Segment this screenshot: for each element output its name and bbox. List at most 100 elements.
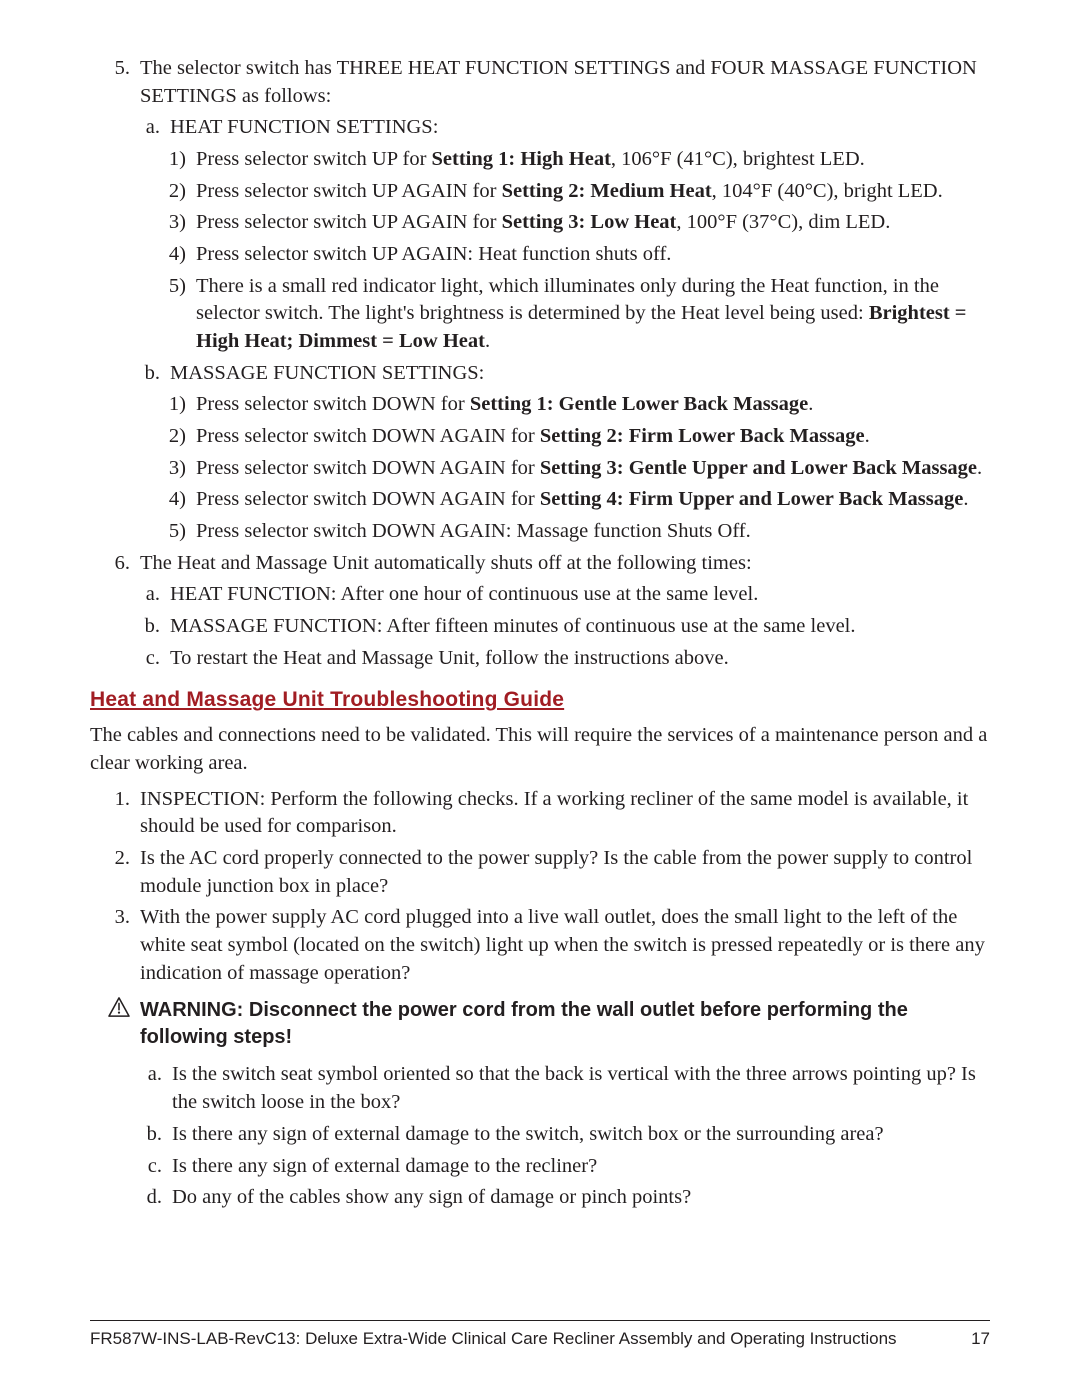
list-item: 3) Press selector switch UP AGAIN for Se… (90, 209, 990, 237)
list-marker: b. (90, 360, 170, 388)
list-marker: b. (90, 613, 170, 641)
list-text: There is a small red indicator light, wh… (196, 273, 990, 356)
list-text: Press selector switch DOWN AGAIN for Set… (196, 486, 990, 514)
checks-list: a. Is the switch seat symbol oriented so… (90, 1061, 990, 1211)
text-post: . (865, 425, 870, 447)
list-item: c. Is there any sign of external damage … (90, 1153, 990, 1181)
list-marker: 1) (90, 391, 196, 419)
list-marker: 5) (90, 518, 196, 546)
list-text: MASSAGE FUNCTION: After fifteen minutes … (170, 613, 990, 641)
list-marker: a. (90, 581, 170, 609)
list-item: 2) Press selector switch DOWN AGAIN for … (90, 423, 990, 451)
list-marker: c. (90, 1153, 172, 1181)
list-marker: 5. (90, 55, 140, 83)
text-bold: Setting 2: Medium Heat (502, 180, 712, 202)
list-text: Is there any sign of external damage to … (172, 1153, 990, 1181)
list-marker: a. (90, 1061, 172, 1089)
list-text: Is the switch seat symbol oriented so th… (172, 1061, 990, 1116)
manual-page: 5. The selector switch has THREE HEAT FU… (0, 0, 1080, 1397)
list-item: c. To restart the Heat and Massage Unit,… (90, 645, 990, 673)
text-post: , 104°F (40°C), bright LED. (712, 180, 943, 202)
text-post: , 100°F (37°C), dim LED. (676, 211, 890, 233)
list-item: 4) Press selector switch DOWN AGAIN for … (90, 486, 990, 514)
list-text: Press selector switch UP AGAIN: Heat fun… (196, 241, 990, 269)
list-marker: 2) (90, 178, 196, 206)
list-item-6: 6. The Heat and Massage Unit automatical… (90, 550, 990, 673)
list-marker: 2) (90, 423, 196, 451)
list-marker: 3. (90, 904, 140, 932)
list-item: 5) There is a small red indicator light,… (90, 273, 990, 356)
list-text: HEAT FUNCTION: After one hour of continu… (170, 581, 990, 609)
sublist-5: a. HEAT FUNCTION SETTINGS: 1) Press sele… (90, 114, 990, 545)
list-marker: 5) (90, 273, 196, 301)
footer-doc-id: FR587W-INS-LAB-RevC13: Deluxe Extra-Wide… (90, 1329, 897, 1349)
text-pre: Press selector switch UP AGAIN for (196, 180, 502, 202)
text-bold: Setting 2: Firm Lower Back Massage (540, 425, 865, 447)
list-item: b. MASSAGE FUNCTION: After fifteen minut… (90, 613, 990, 641)
list-item-5a: a. HEAT FUNCTION SETTINGS: 1) Press sele… (90, 114, 990, 355)
warning-block: WARNING: Disconnect the power cord from … (90, 997, 990, 1051)
text-post: , 106°F (41°C), brightest LED. (611, 148, 865, 170)
main-list: 5. The selector switch has THREE HEAT FU… (90, 55, 990, 672)
list-marker: 3) (90, 455, 196, 483)
list-item: a. HEAT FUNCTION: After one hour of cont… (90, 581, 990, 609)
list-text: Is the AC cord properly connected to the… (140, 845, 990, 900)
text-pre: Press selector switch DOWN for (196, 393, 470, 415)
intro-paragraph: The cables and connections need to be va… (90, 722, 990, 777)
list-text: The Heat and Massage Unit automatically … (140, 550, 990, 578)
list-text: Press selector switch DOWN AGAIN for Set… (196, 455, 990, 483)
list-item: 2. Is the AC cord properly connected to … (90, 845, 990, 900)
text-bold: Setting 3: Low Heat (502, 211, 677, 233)
list-marker: 4) (90, 486, 196, 514)
list-marker: b. (90, 1121, 172, 1149)
sublist-5a: 1) Press selector switch UP for Setting … (90, 146, 990, 356)
list-item-5b: b. MASSAGE FUNCTION SETTINGS: 1) Press s… (90, 360, 990, 546)
list-item: 2) Press selector switch UP AGAIN for Se… (90, 178, 990, 206)
list-text: Is there any sign of external damage to … (172, 1121, 990, 1149)
list-text: MASSAGE FUNCTION SETTINGS: (170, 360, 990, 388)
warning-icon (90, 997, 140, 1024)
text-post: . (977, 457, 982, 479)
sublist-5b: 1) Press selector switch DOWN for Settin… (90, 391, 990, 545)
list-item: 1) Press selector switch UP for Setting … (90, 146, 990, 174)
text-pre: Press selector switch DOWN AGAIN for (196, 488, 540, 510)
text-pre: Press selector switch DOWN AGAIN for (196, 425, 540, 447)
sublist-6: a. HEAT FUNCTION: After one hour of cont… (90, 581, 990, 672)
text-pre: There is a small red indicator light, wh… (196, 275, 939, 325)
text-post: . (485, 330, 490, 352)
list-text: Press selector switch DOWN for Setting 1… (196, 391, 990, 419)
list-marker: c. (90, 645, 170, 673)
page-footer: FR587W-INS-LAB-RevC13: Deluxe Extra-Wide… (90, 1320, 990, 1349)
text-pre: Press selector switch UP AGAIN for (196, 211, 502, 233)
list-text: Do any of the cables show any sign of da… (172, 1184, 990, 1212)
list-item: 4) Press selector switch UP AGAIN: Heat … (90, 241, 990, 269)
troubleshoot-list: 1. INSPECTION: Perform the following che… (90, 786, 990, 988)
list-item: 3. With the power supply AC cord plugged… (90, 904, 990, 987)
text-bold: Setting 1: Gentle Lower Back Massage (470, 393, 808, 415)
list-item: 1. INSPECTION: Perform the following che… (90, 786, 990, 841)
text-bold: Setting 4: Firm Upper and Lower Back Mas… (540, 488, 963, 510)
footer-page-number: 17 (971, 1329, 990, 1349)
text-pre: Press selector switch UP for (196, 148, 432, 170)
list-text: Press selector switch UP AGAIN for Setti… (196, 178, 990, 206)
list-marker: 2. (90, 845, 140, 873)
list-item: d. Do any of the cables show any sign of… (90, 1184, 990, 1212)
list-marker: 6. (90, 550, 140, 578)
list-marker: 1. (90, 786, 140, 814)
list-text: With the power supply AC cord plugged in… (140, 904, 990, 987)
list-text: INSPECTION: Perform the following checks… (140, 786, 990, 841)
text-post: . (808, 393, 813, 415)
list-marker: 4) (90, 241, 196, 269)
text-post: . (963, 488, 968, 510)
list-item-5: 5. The selector switch has THREE HEAT FU… (90, 55, 990, 546)
list-marker: 3) (90, 209, 196, 237)
text-bold: Setting 3: Gentle Upper and Lower Back M… (540, 457, 977, 479)
text-pre: Press selector switch DOWN AGAIN for (196, 457, 540, 479)
list-item: 1) Press selector switch DOWN for Settin… (90, 391, 990, 419)
list-marker: 1) (90, 146, 196, 174)
list-item: 3) Press selector switch DOWN AGAIN for … (90, 455, 990, 483)
list-item: a. Is the switch seat symbol oriented so… (90, 1061, 990, 1116)
list-text: To restart the Heat and Massage Unit, fo… (170, 645, 990, 673)
list-text: Press selector switch DOWN AGAIN: Massag… (196, 518, 990, 546)
text-bold: Setting 1: High Heat (432, 148, 611, 170)
